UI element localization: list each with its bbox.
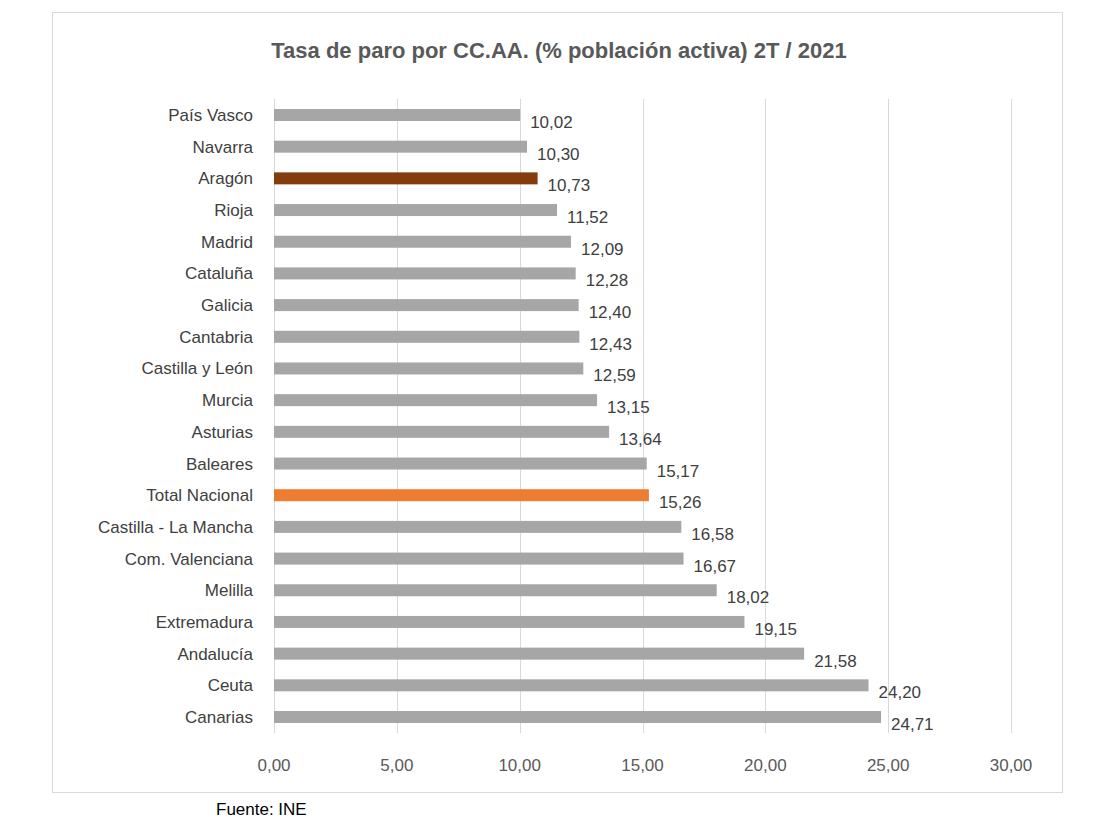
category-label: Andalucía xyxy=(177,645,253,664)
bar xyxy=(274,331,579,343)
title: Tasa de paro por CC.AA. (% población act… xyxy=(271,38,846,63)
tick-label: 25,00 xyxy=(867,756,910,775)
category-label: Castilla y León xyxy=(141,359,253,378)
data-label: 12,43 xyxy=(589,335,632,354)
data-label: 10,30 xyxy=(537,145,580,164)
category-label: Cataluña xyxy=(185,264,254,283)
bar xyxy=(274,204,557,216)
grid-line xyxy=(888,99,889,733)
category-label: Total Nacional xyxy=(146,486,253,505)
data-label: 15,17 xyxy=(657,462,700,481)
bar xyxy=(274,458,647,470)
category-label: Extremadura xyxy=(156,613,254,632)
bar xyxy=(274,489,649,501)
category-label: Ceuta xyxy=(208,676,254,695)
bar xyxy=(274,394,597,406)
bar xyxy=(274,616,744,628)
category-label: Cantabria xyxy=(179,328,253,347)
data-label: 16,67 xyxy=(694,557,737,576)
category-label: Canarias xyxy=(185,708,253,727)
data-label: 18,02 xyxy=(727,588,770,607)
bar xyxy=(274,648,804,660)
bar xyxy=(274,711,881,723)
category-label: Galicia xyxy=(201,296,254,315)
grid-line xyxy=(1011,99,1012,733)
bar xyxy=(274,299,579,311)
tick-label: 20,00 xyxy=(744,756,787,775)
bar xyxy=(274,679,869,691)
bar xyxy=(274,267,576,279)
bar xyxy=(274,426,609,438)
data-label: 16,58 xyxy=(691,525,734,544)
bar xyxy=(274,172,538,184)
data-label: 10,02 xyxy=(530,113,573,132)
data-label: 10,73 xyxy=(548,176,591,195)
data-label: 13,64 xyxy=(619,430,662,449)
bar xyxy=(274,109,520,121)
bar xyxy=(274,521,681,533)
source-note: Fuente: INE xyxy=(216,800,307,819)
chart-frame xyxy=(53,13,1063,793)
data-label: 15,26 xyxy=(659,493,702,512)
category-label: Com. Valenciana xyxy=(125,550,254,569)
grid-line xyxy=(397,99,398,733)
chart: Tasa de paro por CC.AA. (% población act… xyxy=(0,0,1120,833)
data-label: 21,58 xyxy=(814,652,857,671)
bars xyxy=(274,109,881,723)
category-label: Aragón xyxy=(198,169,253,188)
tick-label: 10,00 xyxy=(498,756,541,775)
data-label: 24,71 xyxy=(891,715,934,734)
category-label: Castilla - La Mancha xyxy=(98,518,254,537)
grid-line xyxy=(274,99,275,733)
grid-line xyxy=(520,99,521,733)
data-label: 13,15 xyxy=(607,398,650,417)
category-label: Baleares xyxy=(186,455,253,474)
tick-label: 30,00 xyxy=(990,756,1033,775)
data-label: 12,40 xyxy=(589,303,632,322)
category-label: País Vasco xyxy=(168,106,253,125)
tick-label: 0,00 xyxy=(257,756,290,775)
bar xyxy=(274,236,571,248)
bar xyxy=(274,362,583,374)
category-label: Navarra xyxy=(193,138,254,157)
tick-label: 5,00 xyxy=(380,756,413,775)
data-label: 24,20 xyxy=(879,683,922,702)
data-label: 12,59 xyxy=(593,366,636,385)
category-label: Madrid xyxy=(201,233,253,252)
category-label: Melilla xyxy=(205,581,254,600)
bar xyxy=(274,141,527,153)
data-label: 11,52 xyxy=(567,208,608,227)
category-label: Murcia xyxy=(202,391,254,410)
grid xyxy=(275,99,1012,733)
bar xyxy=(274,584,717,596)
data-label: 12,09 xyxy=(581,240,624,259)
bar xyxy=(274,553,684,565)
tick-label: 15,00 xyxy=(621,756,664,775)
category-label: Asturias xyxy=(192,423,253,442)
data-label: 12,28 xyxy=(586,271,629,290)
data-label: 19,15 xyxy=(754,620,797,639)
category-label: Rioja xyxy=(214,201,253,220)
